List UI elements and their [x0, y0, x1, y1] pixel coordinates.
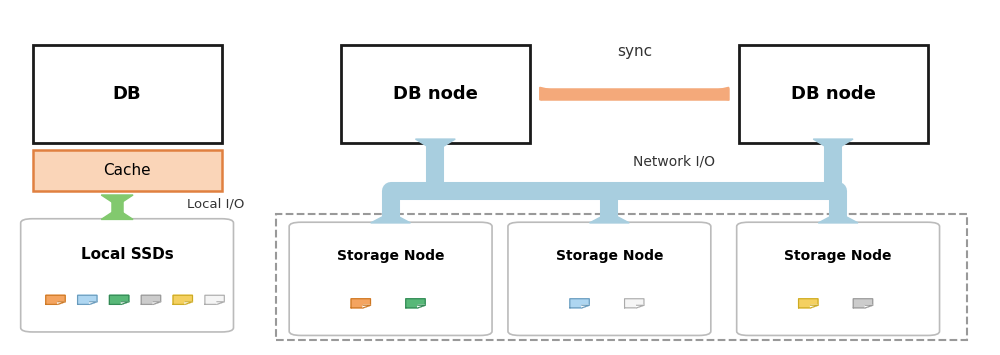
- Polygon shape: [90, 302, 97, 304]
- Polygon shape: [813, 139, 853, 151]
- Text: Storage Node: Storage Node: [337, 249, 444, 263]
- Polygon shape: [406, 299, 425, 308]
- Text: DB: DB: [113, 84, 141, 103]
- Polygon shape: [853, 299, 873, 308]
- Polygon shape: [101, 195, 133, 206]
- Polygon shape: [637, 305, 644, 308]
- Polygon shape: [415, 139, 455, 151]
- FancyBboxPatch shape: [341, 45, 530, 143]
- Polygon shape: [173, 295, 192, 304]
- Polygon shape: [540, 87, 568, 100]
- Polygon shape: [58, 302, 65, 304]
- Text: Storage Node: Storage Node: [784, 249, 892, 263]
- Text: sync: sync: [617, 44, 652, 59]
- Text: Storage Node: Storage Node: [556, 249, 663, 263]
- Text: Local SSDs: Local SSDs: [81, 247, 173, 262]
- Polygon shape: [799, 299, 818, 308]
- Polygon shape: [141, 295, 161, 304]
- Polygon shape: [78, 295, 97, 304]
- Polygon shape: [371, 212, 411, 223]
- Text: DB node: DB node: [791, 84, 876, 103]
- Polygon shape: [351, 299, 370, 308]
- Polygon shape: [818, 212, 858, 223]
- FancyBboxPatch shape: [737, 222, 940, 335]
- Polygon shape: [121, 302, 129, 304]
- Text: Network I/O: Network I/O: [633, 155, 715, 169]
- FancyBboxPatch shape: [289, 222, 492, 335]
- FancyBboxPatch shape: [739, 45, 928, 143]
- Polygon shape: [363, 305, 370, 308]
- FancyBboxPatch shape: [21, 219, 233, 332]
- FancyBboxPatch shape: [508, 222, 711, 335]
- Polygon shape: [865, 305, 873, 308]
- Polygon shape: [811, 305, 818, 308]
- Polygon shape: [701, 87, 729, 100]
- Polygon shape: [217, 302, 224, 304]
- Polygon shape: [625, 299, 644, 308]
- Text: DB node: DB node: [393, 84, 478, 103]
- FancyBboxPatch shape: [33, 45, 222, 143]
- Polygon shape: [185, 302, 192, 304]
- Text: Cache: Cache: [103, 163, 151, 178]
- Polygon shape: [590, 212, 629, 223]
- Polygon shape: [153, 302, 161, 304]
- Polygon shape: [570, 299, 589, 308]
- Polygon shape: [582, 305, 589, 308]
- Polygon shape: [46, 295, 65, 304]
- Text: Local I/O: Local I/O: [187, 197, 244, 210]
- Polygon shape: [418, 305, 425, 308]
- Polygon shape: [109, 295, 129, 304]
- Polygon shape: [101, 209, 133, 219]
- FancyBboxPatch shape: [33, 149, 222, 191]
- Polygon shape: [205, 295, 224, 304]
